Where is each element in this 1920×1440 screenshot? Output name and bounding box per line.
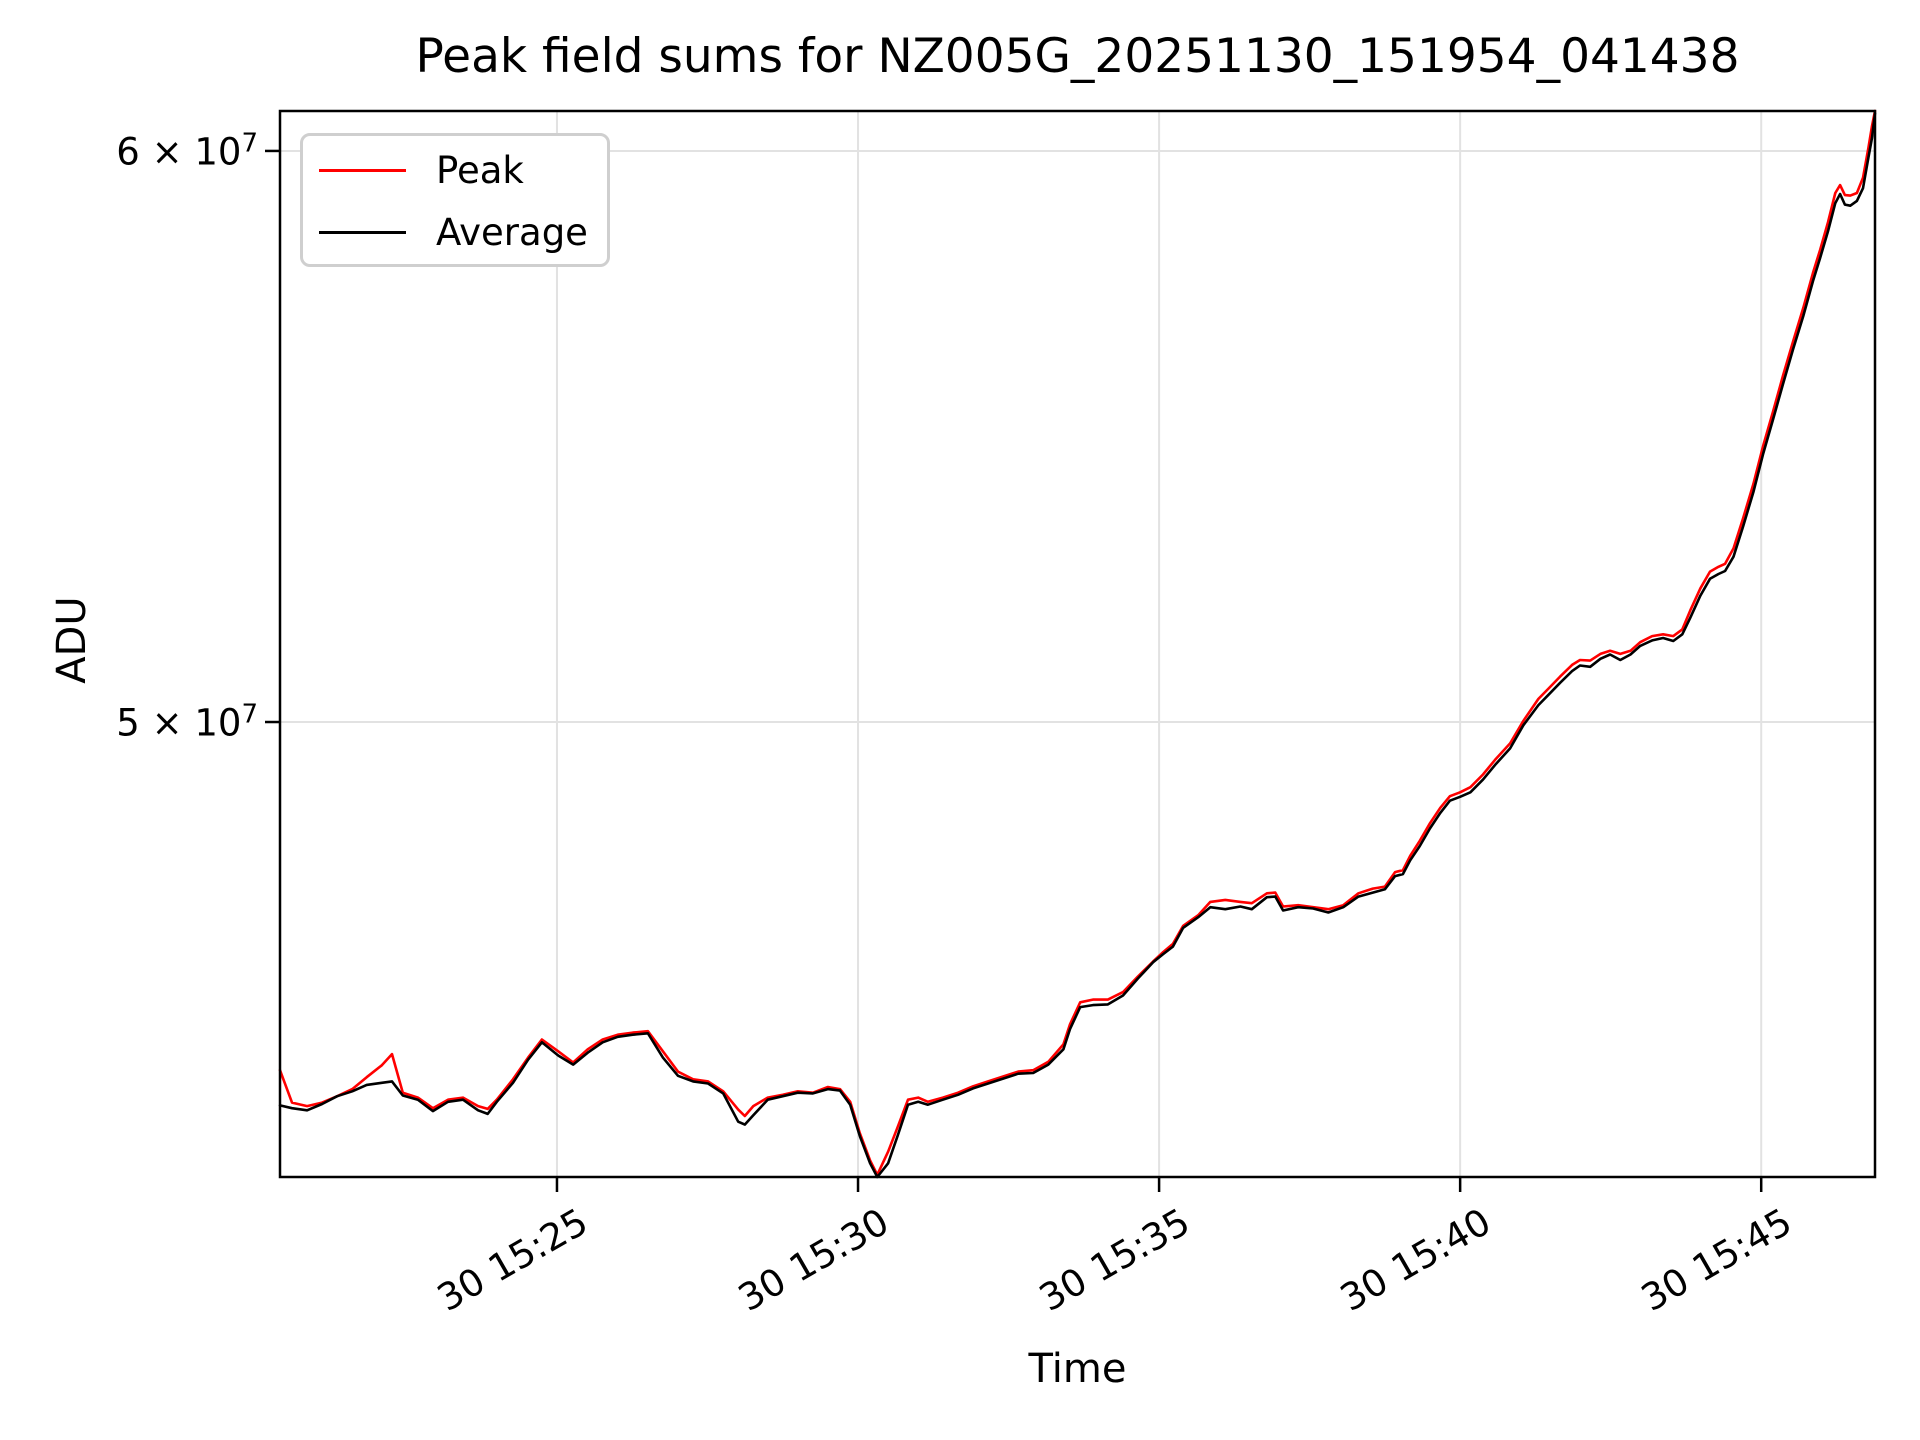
y-tick-label: 5 × 107 [116,699,258,745]
legend-label-peak: Peak [436,148,524,192]
x-axis-label: Time [1028,1346,1127,1392]
legend-item-peak: Peak [303,139,607,201]
y-tick-label: 6 × 107 [116,128,258,174]
axes-frame-layer [265,109,1877,1192]
peak-legend-line-sample [319,168,406,172]
plot-spines [278,109,1877,1179]
legend-item-average: Average [303,201,607,263]
average-line [278,111,1877,1179]
legend-label-average: Average [436,210,588,254]
series-layer [278,109,1877,1179]
grid-layer [280,111,1875,1177]
peak-line [278,109,1877,1177]
legend: Peak Average [300,133,610,267]
chart-title: Peak field sums for NZ005G_20251130_1519… [415,29,1740,84]
average-legend-line-sample [319,230,406,234]
y-axis-label: ADU [49,596,95,684]
